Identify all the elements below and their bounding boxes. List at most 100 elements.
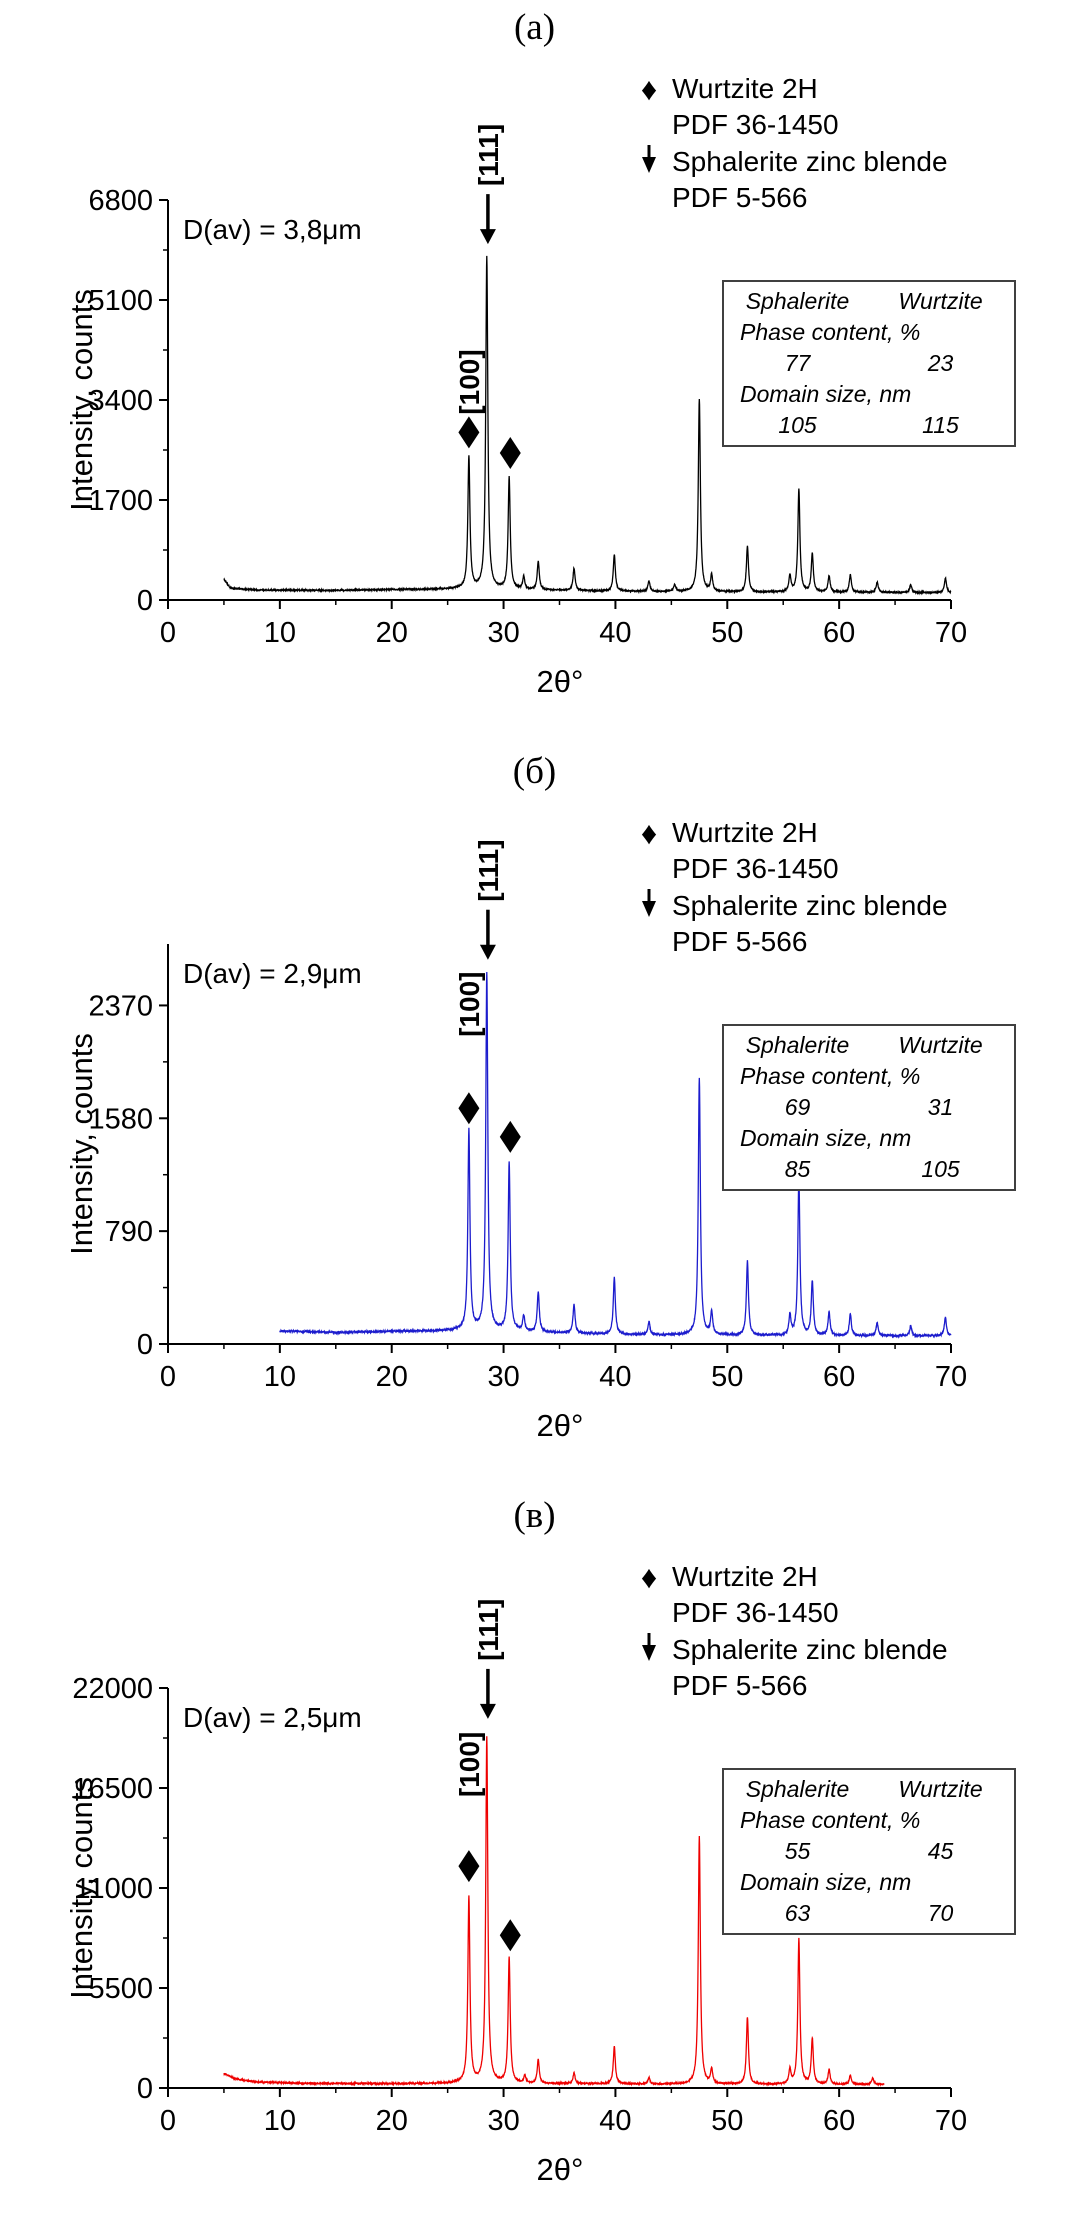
hkl-label-111: [111] bbox=[473, 1599, 504, 1661]
x-tick-label: 30 bbox=[487, 1361, 519, 1393]
legend-sphalerite-label: Sphalerite zinc blende bbox=[672, 145, 948, 177]
sphalerite-arrow-head-icon bbox=[479, 1703, 496, 1719]
average-diameter-label: D(av) = 2,5μm bbox=[183, 1702, 362, 1733]
phase-content-row-label: Phase content, % bbox=[740, 319, 921, 345]
domain-size-row-label: Domain size, nm bbox=[740, 381, 912, 407]
legend-wurtzite-label: Wurtzite 2H bbox=[672, 1561, 818, 1592]
y-tick-label: 6800 bbox=[88, 185, 153, 217]
y-tick-label: 3400 bbox=[88, 385, 153, 417]
wurtzite-marker-icon bbox=[499, 436, 521, 469]
wurtzite-marker-icon bbox=[458, 1092, 480, 1125]
xrd-plot: 0 10 20 30 40 50 60 70 0 5500 11000 16500 22000 [100]… bbox=[72, 1599, 967, 2137]
hkl-label-100: [100] bbox=[454, 1732, 485, 1797]
y-axis-label: Intensity, counts bbox=[64, 1033, 99, 1255]
x-tick-label: 10 bbox=[264, 617, 296, 649]
sphalerite-arrow-icon bbox=[639, 144, 659, 179]
wurtzite-marker-icon bbox=[458, 416, 480, 449]
legend: ♦ Wurtzite 2H PDF 36-1450 Sphalerite zin… bbox=[626, 72, 948, 215]
x-tick-label: 30 bbox=[487, 2105, 519, 2137]
domain-size-sphalerite: 85 bbox=[784, 1156, 811, 1182]
legend-sphalerite-pdf: PDF 5-566 bbox=[672, 182, 808, 213]
phase-table-col-wurtzite: Wurtzite bbox=[898, 1776, 983, 1802]
x-tick-label: 30 bbox=[487, 617, 519, 649]
x-tick-label: 0 bbox=[160, 1361, 176, 1393]
phase-content-wurtzite: 23 bbox=[927, 350, 954, 376]
sphalerite-arrow-head-icon bbox=[479, 944, 496, 960]
y-tick-label: 22000 bbox=[72, 1673, 153, 1705]
x-tick-label: 10 bbox=[264, 1361, 296, 1393]
domain-size-wurtzite: 70 bbox=[927, 1900, 954, 1926]
x-tick-label: 60 bbox=[823, 1361, 855, 1393]
y-tick-label: 0 bbox=[137, 2073, 153, 2105]
x-tick-label: 70 bbox=[935, 1361, 967, 1393]
x-tick-label: 70 bbox=[935, 2105, 967, 2137]
legend-sphalerite-pdf: PDF 5-566 bbox=[672, 1670, 808, 1701]
phase-content-wurtzite: 45 bbox=[927, 1838, 954, 1864]
domain-size-wurtzite: 105 bbox=[921, 1156, 960, 1182]
phase-table-col-sphalerite: Sphalerite bbox=[745, 1032, 850, 1058]
legend-sphalerite-label: Sphalerite zinc blende bbox=[672, 1633, 948, 1665]
wurtzite-marker-icon bbox=[499, 1120, 521, 1153]
x-axis-label: 2θ° bbox=[536, 1408, 584, 1443]
phase-content-wurtzite: 31 bbox=[927, 1094, 954, 1120]
sphalerite-arrow-icon bbox=[639, 1632, 659, 1667]
legend-wurtzite-label: Wurtzite 2H bbox=[672, 73, 818, 104]
xrd-plot: 0 10 20 30 40 50 60 70 0 790 1580 2370 [100] [111] bbox=[88, 839, 967, 1393]
sphalerite-arrow-head-icon bbox=[479, 229, 496, 245]
x-tick-label: 70 bbox=[935, 617, 967, 649]
y-tick-label: 1580 bbox=[88, 1103, 153, 1135]
phase-content-sphalerite: 77 bbox=[784, 350, 811, 376]
panel-b: (б) 0 10 20 30 40 50 60 70 0 790 1580 2370 [100] [111… bbox=[0, 744, 1069, 1488]
y-tick-label: 16500 bbox=[72, 1773, 153, 1805]
phase-content-sphalerite: 55 bbox=[784, 1838, 811, 1864]
x-tick-label: 40 bbox=[599, 617, 631, 649]
x-tick-label: 60 bbox=[823, 2105, 855, 2137]
domain-size-row-label: Domain size, nm bbox=[740, 1125, 912, 1151]
phase-table: Sphalerite Wurtzite Phase content, % 77 … bbox=[722, 280, 1016, 447]
y-axis-label: Intensity, counts bbox=[64, 1777, 99, 1999]
wurtzite-diamond-icon: ♦ bbox=[640, 1559, 658, 1595]
legend-wurtzite-pdf: PDF 36-1450 bbox=[672, 853, 839, 884]
xrd-plot: 0 10 20 30 40 50 60 70 0 1700 3400 5100 6800 [100] [11… bbox=[88, 124, 967, 649]
legend-wurtzite-label: Wurtzite 2H bbox=[672, 817, 818, 848]
y-tick-label: 790 bbox=[105, 1216, 153, 1248]
phase-content-row-label: Phase content, % bbox=[740, 1807, 921, 1833]
legend: ♦ Wurtzite 2H PDF 36-1450 Sphalerite zin… bbox=[626, 1560, 948, 1703]
legend: ♦ Wurtzite 2H PDF 36-1450 Sphalerite zin… bbox=[626, 816, 948, 959]
xrd-curve bbox=[223, 255, 952, 596]
legend-sphalerite-label: Sphalerite zinc blende bbox=[672, 889, 948, 921]
domain-size-sphalerite: 63 bbox=[784, 1900, 811, 1926]
x-tick-label: 20 bbox=[376, 1361, 408, 1393]
wurtzite-marker-icon bbox=[499, 1919, 521, 1952]
y-axis-label: Intensity, counts bbox=[64, 289, 99, 511]
phase-table-col-sphalerite: Sphalerite bbox=[745, 288, 850, 314]
phase-content-row-label: Phase content, % bbox=[740, 1063, 921, 1089]
phase-table-col-wurtzite: Wurtzite bbox=[898, 288, 983, 314]
domain-size-row-label: Domain size, nm bbox=[740, 1869, 912, 1895]
xrd-curve bbox=[279, 972, 952, 1339]
y-tick-label: 0 bbox=[137, 585, 153, 617]
legend-wurtzite-pdf: PDF 36-1450 bbox=[672, 109, 839, 140]
phase-table: Sphalerite Wurtzite Phase content, % 69 … bbox=[722, 1024, 1016, 1191]
average-diameter-label: D(av) = 2,9μm bbox=[183, 958, 362, 989]
y-tick-label: 2370 bbox=[88, 990, 153, 1022]
wurtzite-diamond-icon: ♦ bbox=[640, 71, 658, 107]
x-tick-label: 50 bbox=[711, 2105, 743, 2137]
y-tick-label: 1700 bbox=[88, 485, 153, 517]
x-tick-label: 50 bbox=[711, 617, 743, 649]
x-axis-label: 2θ° bbox=[536, 2152, 584, 2187]
y-tick-label: 0 bbox=[137, 1329, 153, 1361]
y-tick-label: 5500 bbox=[88, 1973, 153, 2005]
x-tick-label: 0 bbox=[160, 617, 176, 649]
phase-table-col-sphalerite: Sphalerite bbox=[745, 1776, 850, 1802]
legend-sphalerite-pdf: PDF 5-566 bbox=[672, 926, 808, 957]
panel-label: (в) bbox=[513, 1495, 556, 1536]
hkl-label-100: [100] bbox=[454, 971, 485, 1036]
x-tick-label: 10 bbox=[264, 2105, 296, 2137]
x-tick-label: 20 bbox=[376, 2105, 408, 2137]
hkl-label-100: [100] bbox=[454, 349, 485, 414]
x-tick-label: 0 bbox=[160, 2105, 176, 2137]
x-tick-label: 60 bbox=[823, 617, 855, 649]
hkl-label-111: [111] bbox=[473, 839, 504, 901]
wurtzite-marker-icon bbox=[458, 1850, 480, 1883]
